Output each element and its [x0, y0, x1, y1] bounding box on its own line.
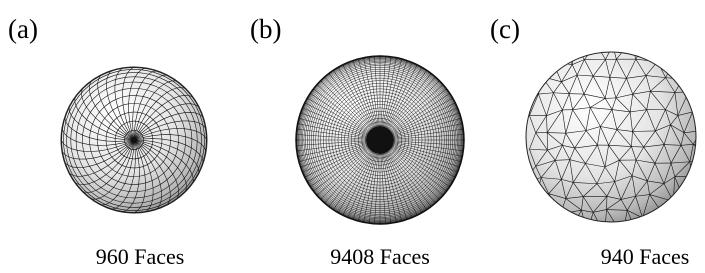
panel-caption: 940 Faces: [601, 244, 690, 269]
mesh-line: [587, 232, 605, 234]
mesh-line: [689, 78, 698, 92]
mesh-line: [701, 116, 705, 131]
mesh-line: [686, 233, 705, 234]
mesh-line: [631, 42, 644, 46]
mesh-line: [533, 230, 551, 231]
mesh-line: [669, 227, 686, 234]
mesh-line: [551, 231, 569, 233]
mesh-line: [700, 47, 705, 61]
mesh-line: [684, 176, 692, 200]
mesh-line: [562, 44, 575, 46]
mesh-line: [664, 40, 681, 44]
mesh-line: [692, 176, 705, 177]
mesh-line: [673, 44, 681, 65]
mesh-line: [697, 61, 705, 78]
mesh-line: [697, 78, 705, 80]
mesh-line: [684, 47, 700, 59]
mesh-line: [613, 42, 631, 46]
panel-label: (c): [490, 14, 520, 44]
mesh-line: [523, 201, 535, 210]
mesh-line: [692, 159, 705, 177]
mesh-line: [664, 216, 669, 227]
mesh-line: [673, 59, 684, 64]
mesh-line: [535, 194, 548, 201]
mesh-line: [664, 40, 673, 64]
mesh-line: [697, 78, 704, 96]
mesh-line: [541, 41, 553, 61]
mesh-line: [684, 201, 700, 217]
panel-label: (a): [8, 14, 38, 44]
mesh-line: [657, 40, 663, 62]
mesh-line: [701, 131, 705, 151]
mesh-line: [684, 59, 705, 61]
mesh-line: [542, 62, 553, 77]
mesh-line: [686, 217, 700, 235]
mesh-line: [681, 44, 684, 59]
panel-caption: 960 Faces: [96, 244, 185, 269]
mesh-line: [689, 92, 704, 96]
mesh-line: [684, 59, 698, 78]
mesh-line: [551, 214, 560, 231]
mesh-line: [693, 96, 705, 112]
mesh-line: [682, 78, 697, 79]
mesh-line: [700, 194, 704, 217]
mesh-line: [678, 201, 684, 217]
mesh-line: [541, 41, 562, 44]
mesh-line: [569, 232, 587, 233]
mesh-line: [538, 41, 541, 62]
mesh-line: [561, 214, 570, 233]
mesh-line: [575, 44, 596, 46]
mesh-line: [692, 176, 704, 193]
panel-caption: 9408 Faces: [330, 244, 430, 269]
mesh-line: [643, 216, 665, 217]
mesh-line: [701, 125, 705, 131]
mesh-line: [636, 231, 658, 235]
mesh-line: [669, 217, 678, 227]
panel-label: (b): [250, 14, 281, 44]
mesh-line: [605, 234, 623, 235]
mesh-line: [541, 194, 549, 216]
mesh-line: [523, 210, 541, 215]
mesh-line: [673, 201, 678, 217]
mesh-line: [522, 41, 542, 47]
mesh-line: [643, 218, 658, 235]
mesh-line: [657, 62, 672, 65]
mesh-line: [664, 201, 673, 216]
pole: [131, 137, 137, 143]
mesh-line: [538, 63, 541, 77]
mesh-line: [522, 48, 539, 63]
mesh-line: [673, 64, 683, 79]
mesh-line: [523, 210, 533, 230]
mesh-line: [533, 215, 541, 230]
mesh-line: [623, 231, 636, 236]
mesh-line: [658, 227, 670, 235]
mesh-line: [596, 44, 612, 45]
mesh-line: [530, 74, 542, 77]
mesh-line: [541, 215, 552, 231]
mesh-line: [700, 217, 705, 233]
mesh-line: [700, 215, 705, 217]
mesh-line: [523, 182, 535, 201]
mesh-line: [693, 112, 705, 116]
pole: [366, 126, 394, 154]
mesh-line: [658, 216, 665, 235]
mesh-line: [541, 214, 561, 215]
mesh-line: [678, 217, 686, 234]
mesh-line: [681, 44, 700, 47]
figure: (a) (b) (c) 960 Faces 9408 Faces 940 Fac…: [0, 0, 705, 273]
mesh-line: [700, 44, 705, 47]
mesh-line: [530, 63, 539, 74]
mesh-line: [682, 79, 688, 92]
mesh-line: [636, 218, 643, 231]
mesh-line: [523, 166, 535, 182]
mesh-line: [538, 62, 552, 63]
mesh-line: [553, 44, 562, 61]
mesh-line: [535, 201, 541, 215]
mesh-line: [530, 74, 539, 94]
mesh-line: [664, 216, 678, 217]
mesh-line: [682, 59, 683, 79]
mesh-line: [684, 194, 704, 201]
mesh-line: [644, 40, 664, 46]
